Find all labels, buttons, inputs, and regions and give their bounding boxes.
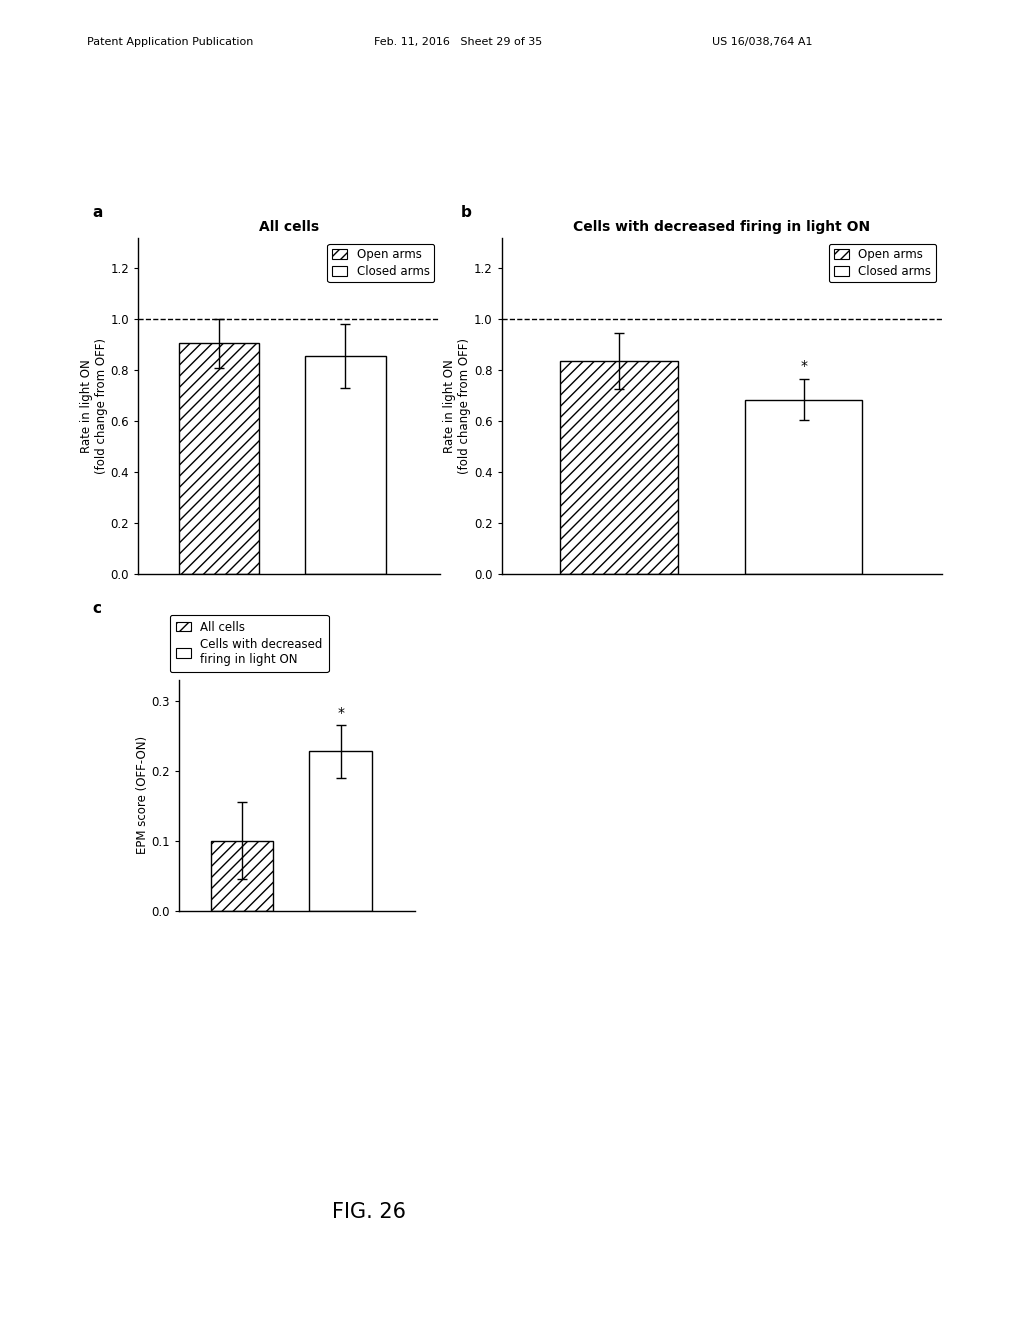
Text: b: b	[461, 205, 472, 219]
Legend: All cells, Cells with decreased
firing in light ON: All cells, Cells with decreased firing i…	[170, 615, 329, 672]
Bar	[211, 841, 273, 911]
Bar	[305, 356, 386, 574]
Y-axis label: Rate in light ON
(fold change from OFF): Rate in light ON (fold change from OFF)	[80, 338, 108, 474]
Legend: Open arms, Closed arms: Open arms, Closed arms	[829, 243, 936, 282]
Bar	[178, 343, 259, 574]
Text: *: *	[337, 706, 344, 719]
Text: US 16/038,764 A1: US 16/038,764 A1	[712, 37, 812, 48]
Bar	[560, 362, 678, 574]
Text: *: *	[800, 359, 807, 372]
Title: Cells with decreased firing in light ON: Cells with decreased firing in light ON	[573, 219, 870, 234]
Legend: Open arms, Closed arms: Open arms, Closed arms	[328, 243, 434, 282]
Bar	[745, 400, 862, 574]
Title: All cells: All cells	[259, 219, 319, 234]
Text: FIG. 26: FIG. 26	[332, 1201, 406, 1222]
Text: Feb. 11, 2016   Sheet 29 of 35: Feb. 11, 2016 Sheet 29 of 35	[374, 37, 542, 48]
Text: Patent Application Publication: Patent Application Publication	[87, 37, 253, 48]
Text: a: a	[92, 205, 102, 219]
Y-axis label: EPM score (OFF-ON): EPM score (OFF-ON)	[136, 737, 148, 854]
Text: c: c	[92, 601, 101, 615]
Y-axis label: Rate in light ON
(fold change from OFF): Rate in light ON (fold change from OFF)	[443, 338, 471, 474]
Bar	[309, 751, 372, 911]
